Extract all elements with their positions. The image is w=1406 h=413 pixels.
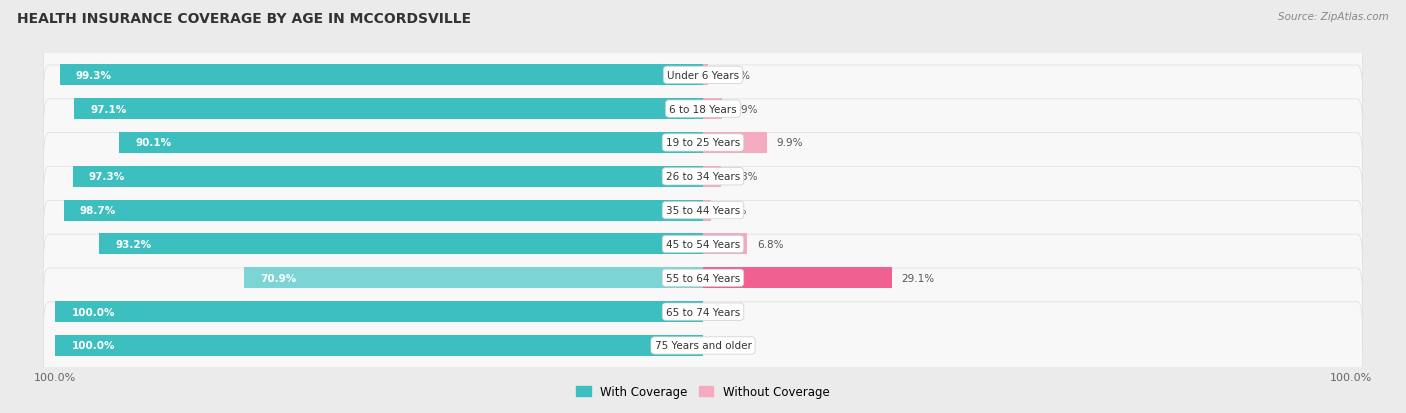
FancyBboxPatch shape [44,66,1362,153]
Text: 100.0%: 100.0% [72,341,115,351]
FancyBboxPatch shape [44,268,1362,356]
Text: 90.1%: 90.1% [135,138,172,148]
Text: 100.0%: 100.0% [72,307,115,317]
Bar [55,301,703,322]
Text: Source: ZipAtlas.com: Source: ZipAtlas.com [1278,12,1389,22]
Text: 55 to 64 Years: 55 to 64 Years [666,273,740,283]
Bar [75,99,703,120]
Bar [703,99,721,120]
Text: 26 to 34 Years: 26 to 34 Years [666,172,740,182]
FancyBboxPatch shape [44,235,1362,322]
FancyBboxPatch shape [44,133,1362,221]
FancyBboxPatch shape [44,201,1362,288]
Bar [73,166,703,188]
Bar [63,200,703,221]
Text: 99.3%: 99.3% [76,71,112,81]
Text: 0.0%: 0.0% [713,307,740,317]
Text: 75 Years and older: 75 Years and older [655,341,751,351]
Text: 70.9%: 70.9% [260,273,297,283]
Bar [55,335,703,356]
FancyBboxPatch shape [44,167,1362,254]
Text: HEALTH INSURANCE COVERAGE BY AGE IN MCCORDSVILLE: HEALTH INSURANCE COVERAGE BY AGE IN MCCO… [17,12,471,26]
Text: 19 to 25 Years: 19 to 25 Years [666,138,740,148]
Text: 0.74%: 0.74% [717,71,751,81]
Text: 0.0%: 0.0% [713,341,740,351]
Text: 6 to 18 Years: 6 to 18 Years [669,104,737,114]
Text: 9.9%: 9.9% [778,138,803,148]
Text: 6.8%: 6.8% [756,240,783,249]
Bar [243,268,703,289]
Text: Under 6 Years: Under 6 Years [666,71,740,81]
Bar [120,133,703,154]
Bar [703,268,891,289]
FancyBboxPatch shape [44,302,1362,389]
Bar [703,200,711,221]
Text: 97.3%: 97.3% [89,172,125,182]
Text: 29.1%: 29.1% [901,273,935,283]
Text: 45 to 54 Years: 45 to 54 Years [666,240,740,249]
Text: 35 to 44 Years: 35 to 44 Years [666,206,740,216]
Bar [100,234,703,255]
Legend: With Coverage, Without Coverage: With Coverage, Without Coverage [572,380,834,403]
Text: 93.2%: 93.2% [115,240,152,249]
Text: 97.1%: 97.1% [90,104,127,114]
Bar [703,65,707,86]
Bar [703,234,747,255]
Bar [703,133,768,154]
FancyBboxPatch shape [44,32,1362,119]
Text: 2.8%: 2.8% [731,172,758,182]
Bar [703,166,721,188]
FancyBboxPatch shape [44,100,1362,187]
Text: 1.3%: 1.3% [721,206,748,216]
Text: 98.7%: 98.7% [80,206,117,216]
Text: 65 to 74 Years: 65 to 74 Years [666,307,740,317]
Text: 2.9%: 2.9% [731,104,758,114]
Bar [59,65,703,86]
